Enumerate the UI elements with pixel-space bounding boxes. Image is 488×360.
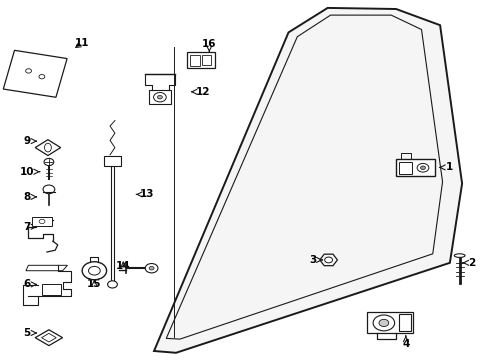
Circle shape	[153, 93, 166, 102]
Circle shape	[324, 257, 332, 263]
Circle shape	[25, 69, 31, 73]
Text: 14: 14	[116, 261, 130, 271]
Text: 8: 8	[23, 192, 36, 202]
FancyBboxPatch shape	[366, 312, 412, 333]
Text: 10: 10	[20, 167, 40, 177]
FancyBboxPatch shape	[398, 162, 411, 174]
Text: 5: 5	[23, 328, 36, 338]
Circle shape	[107, 281, 117, 288]
Circle shape	[416, 163, 428, 172]
Text: 9: 9	[23, 136, 36, 146]
FancyBboxPatch shape	[42, 284, 61, 295]
Circle shape	[88, 266, 100, 275]
Ellipse shape	[44, 143, 51, 152]
Circle shape	[82, 262, 106, 280]
FancyBboxPatch shape	[32, 217, 52, 226]
Circle shape	[420, 166, 425, 170]
Text: 7: 7	[23, 222, 36, 232]
Text: 15: 15	[87, 279, 102, 289]
Text: 12: 12	[192, 87, 210, 97]
Circle shape	[157, 95, 162, 99]
Circle shape	[149, 266, 154, 270]
Text: 13: 13	[136, 189, 154, 199]
Text: 6: 6	[23, 279, 36, 289]
Polygon shape	[154, 8, 461, 353]
Text: 2: 2	[462, 258, 474, 268]
FancyBboxPatch shape	[189, 55, 199, 66]
FancyBboxPatch shape	[186, 52, 215, 68]
Ellipse shape	[453, 254, 464, 257]
Circle shape	[44, 158, 54, 166]
Text: 1: 1	[439, 162, 452, 172]
Circle shape	[145, 264, 158, 273]
FancyBboxPatch shape	[395, 159, 434, 176]
Text: 11: 11	[75, 38, 89, 48]
Text: 16: 16	[202, 39, 216, 52]
Circle shape	[39, 75, 45, 79]
FancyBboxPatch shape	[202, 55, 211, 65]
Text: 4: 4	[401, 336, 409, 349]
FancyBboxPatch shape	[103, 156, 121, 166]
FancyBboxPatch shape	[398, 314, 410, 331]
Circle shape	[39, 219, 45, 224]
Text: 3: 3	[309, 255, 322, 265]
Circle shape	[372, 315, 394, 331]
Circle shape	[378, 319, 388, 327]
Circle shape	[43, 185, 55, 194]
FancyBboxPatch shape	[149, 90, 171, 104]
